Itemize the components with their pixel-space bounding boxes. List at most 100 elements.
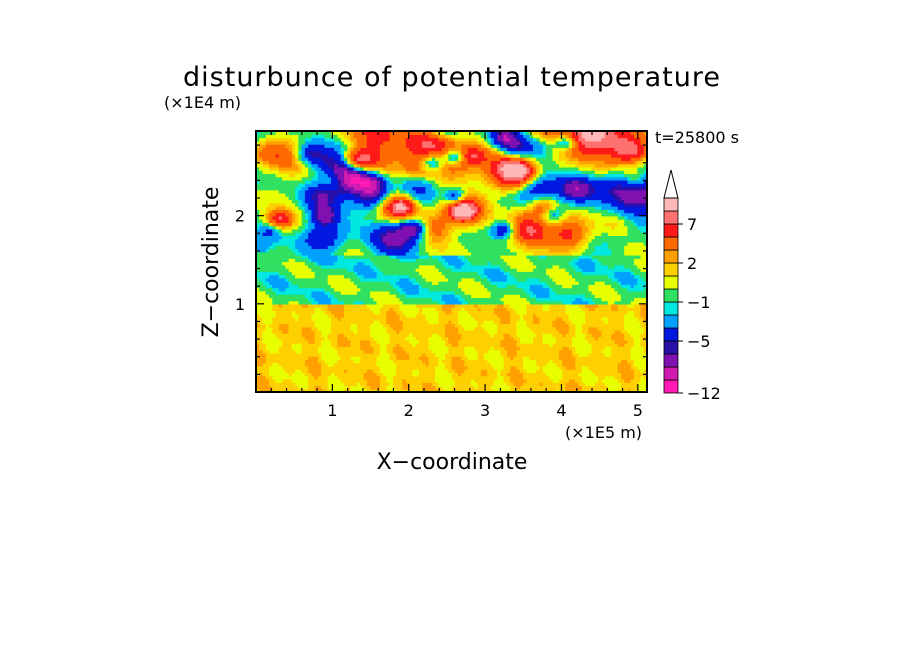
heatmap-cell [529,294,534,298]
heatmap-cell [461,313,466,318]
heatmap-cell [396,326,400,331]
y-unit-label: (×1E4 m) [164,93,241,112]
heatmap-cell [379,313,384,318]
heatmap-cell [562,336,567,341]
heatmap-cell [438,382,443,387]
heatmap-cell [607,356,612,360]
heatmap-cell [565,290,570,295]
heatmap-cell [291,320,296,325]
heatmap-cell [555,290,560,295]
heatmap-cell [640,261,645,266]
heatmap-cell [448,313,453,318]
heatmap-cell [360,333,365,338]
heatmap-cell [549,264,554,269]
heatmap-cell [562,365,567,370]
heatmap-cell [575,297,580,302]
heatmap-cell [572,297,576,302]
heatmap-cell [321,359,326,364]
heatmap-cell [308,297,312,302]
heatmap-cell [288,284,293,289]
heatmap-cell [637,284,642,289]
heatmap-cell [539,352,544,357]
heatmap-cell [389,284,394,289]
heatmap-cell [438,258,443,263]
heatmap-cell [350,300,355,305]
heatmap-cell [480,326,485,331]
heatmap-cell [304,339,309,344]
heatmap-cell [555,388,560,393]
heatmap-cell [370,372,374,377]
heatmap-cell [633,369,638,374]
heatmap-cell [581,268,586,272]
heatmap-cell [402,382,407,387]
heatmap-cell [383,313,387,318]
heatmap-cell [588,294,593,298]
heatmap-cell [451,297,456,302]
heatmap-cell [493,375,498,380]
heatmap-cell [357,274,361,279]
heatmap-cell [288,307,293,312]
heatmap-cell [451,287,456,292]
heatmap-cell [490,274,495,279]
heatmap-cell [601,264,606,269]
heatmap-cell [301,362,306,367]
heatmap-cell [350,313,355,318]
heatmap-cell [620,375,625,380]
heatmap-cell [259,316,264,321]
heatmap-cell [347,365,352,370]
heatmap-cell [409,303,413,308]
heatmap-cell [519,310,524,315]
heatmap-cell [575,268,580,272]
heatmap-cell [506,388,511,393]
heatmap-cell [581,287,586,292]
heatmap-cell [572,346,576,351]
heatmap-cell [471,271,475,276]
heatmap-cell [624,323,629,328]
heatmap-cell [308,365,312,370]
heatmap-cell [422,375,427,380]
heatmap-cell [256,382,260,387]
heatmap-cell [376,339,381,344]
heatmap-cell [425,326,430,331]
heatmap-cell [415,316,420,321]
heatmap-cell [256,349,260,354]
heatmap-cell [568,271,573,276]
heatmap-cell [330,320,335,325]
heatmap-cell [503,359,508,364]
heatmap-cell [392,326,397,331]
heatmap-cell [572,264,576,269]
heatmap-cell [409,372,413,377]
heatmap-cell [438,323,443,328]
heatmap-cell [594,274,599,279]
heatmap-cell [559,333,563,338]
heatmap-cell [392,378,397,383]
heatmap-cell [474,284,479,289]
heatmap-cell [493,326,498,331]
heatmap-cell [441,349,446,354]
heatmap-cell [451,333,456,338]
heatmap-cell [461,333,466,338]
heatmap-cell [490,294,495,298]
heatmap-cell [379,330,384,334]
heatmap-cell [317,284,322,289]
heatmap-cell [454,320,459,325]
heatmap-cell [285,261,290,266]
heatmap-cell [484,382,488,387]
heatmap-cell [630,375,635,380]
heatmap-cell [516,264,521,269]
heatmap-cell [321,290,326,295]
heatmap-cell [392,274,397,279]
heatmap-cell [497,369,501,374]
heatmap-cell [555,375,560,380]
heatmap-cell [549,330,554,334]
heatmap-cell [614,352,619,357]
heatmap-cell [422,313,427,318]
heatmap-cell [617,323,622,328]
heatmap-cell [321,294,326,298]
heatmap-cell [549,323,554,328]
heatmap-cell [536,388,541,393]
heatmap-cell [343,294,348,298]
heatmap-cell [620,382,625,387]
heatmap-cell [366,261,371,266]
heatmap-cell [431,254,436,259]
